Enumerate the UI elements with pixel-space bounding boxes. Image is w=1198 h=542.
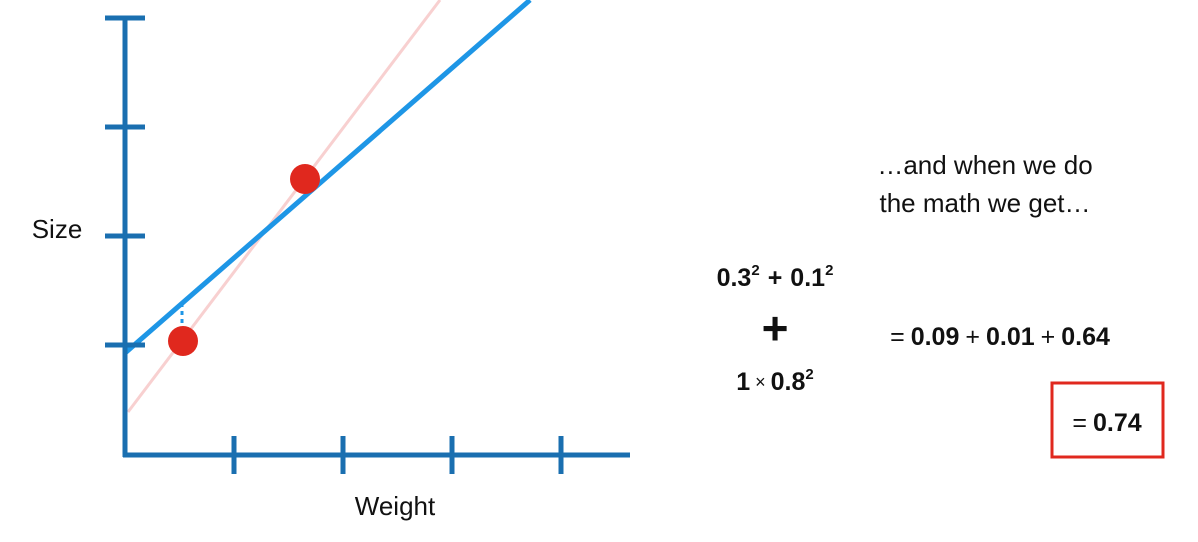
penalty-term-2: 1 × 0.82 — [736, 366, 814, 396]
data-point — [290, 164, 320, 194]
caption-line: the math we get… — [880, 188, 1091, 218]
axes — [105, 15, 630, 474]
lambda: 1 — [736, 368, 750, 396]
number: 0.8 — [771, 368, 806, 396]
number: 0.64 — [1061, 323, 1110, 351]
number: 0.09 — [911, 323, 960, 351]
result: = 0.74 — [1072, 409, 1141, 437]
expansion: = 0.09 +0.01 +0.64 — [890, 323, 1110, 351]
graph: Size Weight — [32, 0, 630, 521]
operator: + — [965, 323, 980, 351]
number: 0.3 — [717, 264, 752, 292]
plus-sign: + — [762, 302, 789, 354]
operator: + — [768, 264, 783, 292]
ridge-fit-line — [123, 0, 532, 355]
penalty-term-1: 0.32 +0.12 — [717, 262, 834, 292]
operator: = — [890, 323, 905, 351]
data-point — [168, 326, 198, 356]
number: 0.01 — [986, 323, 1035, 351]
result-box — [1050, 381, 1165, 459]
number: 0.1 — [790, 264, 825, 292]
y-axis-label: Size — [32, 214, 83, 244]
caption-line: …and when we do — [877, 150, 1092, 180]
operator: × — [755, 372, 766, 392]
exponent: 2 — [751, 262, 759, 279]
number: 0.74 — [1093, 409, 1142, 437]
exponent: 2 — [825, 262, 833, 279]
exponent: 2 — [805, 366, 813, 383]
operator: = — [1072, 409, 1087, 437]
x-axis-label: Weight — [355, 491, 436, 521]
operator: + — [1041, 323, 1056, 351]
